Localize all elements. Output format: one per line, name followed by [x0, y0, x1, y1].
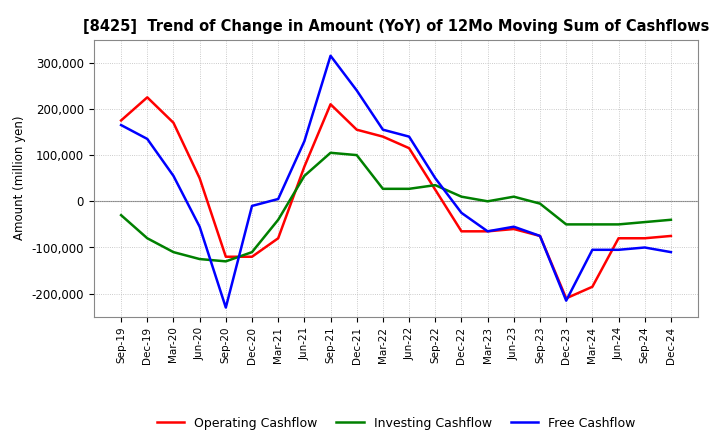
Free Cashflow [248, 203, 256, 209]
Investing Cashflow [117, 213, 125, 218]
Free Cashflow [640, 245, 649, 250]
Line: Free Cashflow: Free Cashflow [121, 56, 671, 308]
Investing Cashflow [274, 217, 282, 222]
Investing Cashflow [562, 222, 570, 227]
Operating Cashflow [352, 127, 361, 132]
Investing Cashflow [457, 194, 466, 199]
Operating Cashflow [274, 235, 282, 241]
Operating Cashflow [562, 296, 570, 301]
Operating Cashflow [117, 118, 125, 123]
Operating Cashflow [143, 95, 152, 100]
Operating Cashflow [588, 284, 597, 290]
Investing Cashflow [588, 222, 597, 227]
Investing Cashflow [248, 249, 256, 255]
Investing Cashflow [169, 249, 178, 255]
Free Cashflow [667, 249, 675, 255]
Investing Cashflow [614, 222, 623, 227]
Operating Cashflow [431, 187, 440, 192]
Operating Cashflow [536, 233, 544, 238]
Free Cashflow [431, 176, 440, 181]
Investing Cashflow [326, 150, 335, 155]
Free Cashflow [300, 139, 309, 144]
Free Cashflow [510, 224, 518, 229]
Operating Cashflow [326, 102, 335, 107]
Free Cashflow [352, 88, 361, 93]
Free Cashflow [143, 136, 152, 142]
Operating Cashflow [640, 235, 649, 241]
Free Cashflow [117, 122, 125, 128]
Investing Cashflow [536, 201, 544, 206]
Legend: Operating Cashflow, Investing Cashflow, Free Cashflow: Operating Cashflow, Investing Cashflow, … [152, 412, 640, 435]
Free Cashflow [536, 233, 544, 238]
Investing Cashflow [195, 257, 204, 262]
Free Cashflow [274, 196, 282, 202]
Investing Cashflow [379, 186, 387, 191]
Free Cashflow [405, 134, 413, 139]
Investing Cashflow [431, 183, 440, 188]
Operating Cashflow [300, 164, 309, 169]
Y-axis label: Amount (million yen): Amount (million yen) [13, 116, 26, 240]
Operating Cashflow [248, 254, 256, 259]
Operating Cashflow [457, 229, 466, 234]
Free Cashflow [169, 173, 178, 179]
Free Cashflow [195, 224, 204, 229]
Operating Cashflow [169, 120, 178, 125]
Operating Cashflow [667, 233, 675, 238]
Investing Cashflow [667, 217, 675, 222]
Operating Cashflow [222, 254, 230, 259]
Line: Operating Cashflow: Operating Cashflow [121, 97, 671, 298]
Free Cashflow [457, 210, 466, 216]
Investing Cashflow [143, 235, 152, 241]
Operating Cashflow [379, 134, 387, 139]
Investing Cashflow [352, 152, 361, 158]
Free Cashflow [222, 305, 230, 310]
Investing Cashflow [300, 173, 309, 179]
Title: [8425]  Trend of Change in Amount (YoY) of 12Mo Moving Sum of Cashflows: [8425] Trend of Change in Amount (YoY) o… [83, 19, 709, 34]
Investing Cashflow [510, 194, 518, 199]
Operating Cashflow [195, 176, 204, 181]
Free Cashflow [326, 53, 335, 59]
Operating Cashflow [614, 235, 623, 241]
Operating Cashflow [510, 226, 518, 231]
Investing Cashflow [483, 198, 492, 204]
Investing Cashflow [405, 186, 413, 191]
Free Cashflow [483, 229, 492, 234]
Operating Cashflow [405, 146, 413, 151]
Investing Cashflow [640, 220, 649, 225]
Free Cashflow [562, 298, 570, 303]
Operating Cashflow [483, 229, 492, 234]
Investing Cashflow [222, 259, 230, 264]
Line: Investing Cashflow: Investing Cashflow [121, 153, 671, 261]
Free Cashflow [379, 127, 387, 132]
Free Cashflow [614, 247, 623, 253]
Free Cashflow [588, 247, 597, 253]
